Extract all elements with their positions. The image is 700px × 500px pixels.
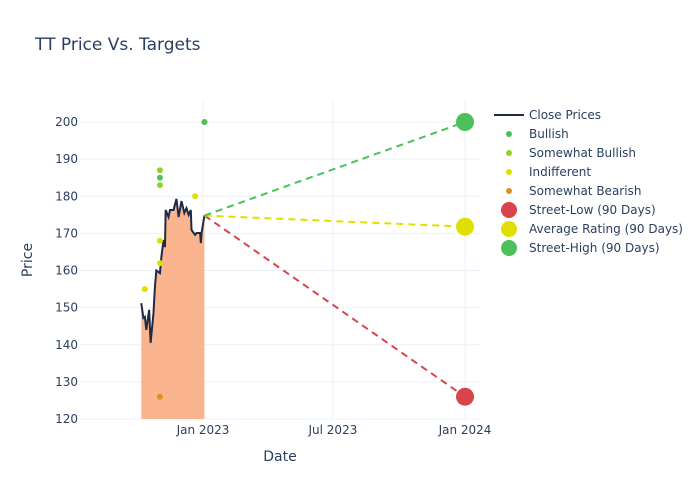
legend-item-label: Somewhat Bearish [529,184,641,198]
legend-marker-icon [506,150,512,156]
y-tick-label: 150 [55,301,78,315]
legend-marker-icon [501,221,517,237]
x-tick-label: Jan 2023 [176,423,230,437]
target-line [204,121,466,217]
target-line [203,214,466,398]
legend-marker-icon [506,169,512,175]
y-axis-label: Price [20,243,36,277]
y-tick-label: 180 [55,189,78,203]
y-tick-label: 200 [55,115,78,129]
legend-item-label: Average Rating (90 Days) [529,222,683,236]
target-marker [456,113,474,131]
legend-item-label: Street-High (90 Days) [529,241,660,255]
x-tick-label: Jan 2024 [438,423,492,437]
rating-point [156,167,163,174]
y-tick-label: 140 [55,338,78,352]
legend-item-label: Indifferent [529,165,591,179]
y-tick-label: 130 [55,375,78,389]
y-tick-label: 160 [55,264,78,278]
rating-point [141,286,148,293]
target-marker [456,387,474,406]
rating-point [156,237,163,244]
close-price-area [141,198,205,419]
rating-point [156,260,163,267]
rating-point [156,174,163,181]
x-tick-label: Jul 2023 [308,423,358,437]
chart-title: TT Price Vs. Targets [34,35,201,55]
x-axis-label: Date [263,449,296,465]
target-marker [456,217,474,236]
legend-item-label: Street-Low (90 Days) [529,203,656,217]
rating-point [192,193,199,200]
legend-marker-icon [501,240,517,256]
y-tick-label: 120 [55,412,78,426]
y-tick-label: 190 [55,152,78,166]
rating-point [201,119,208,125]
legend-item-label: Bullish [529,127,569,141]
close-price-line [140,198,206,343]
legend-item-label: Close Prices [529,108,601,122]
legend: Close Prices Bullish Somewhat Bullish Indif… [494,108,683,256]
legend-item-label: Somewhat Bullish [529,146,636,160]
legend-marker-icon [501,202,517,218]
y-tick-label: 170 [55,226,78,240]
legend-marker-icon [506,131,512,137]
legend-marker-icon [506,188,512,194]
rating-point [156,393,163,400]
target-line [204,214,466,228]
rating-point [156,182,163,189]
